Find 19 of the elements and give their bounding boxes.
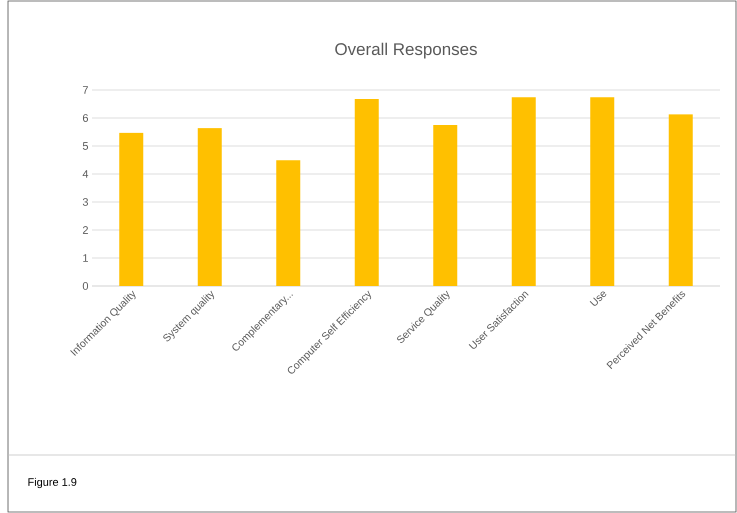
x-tick-label: Use	[590, 291, 606, 306]
bar	[119, 132, 144, 286]
y-tick-label: 1	[83, 254, 88, 262]
bar	[668, 114, 693, 286]
y-tick-label: 7	[82, 86, 88, 94]
bar	[198, 128, 222, 286]
bar	[354, 98, 379, 286]
y-tick-label: 4	[82, 170, 88, 178]
bar	[512, 97, 536, 286]
chart-title: Overall Responses	[335, 42, 477, 58]
bar	[276, 160, 300, 286]
caption: Figure 1.9	[28, 478, 76, 488]
bar	[433, 124, 458, 286]
y-tick-label: 2	[82, 226, 88, 234]
y-tick-label: 0	[82, 282, 88, 290]
y-tick-label: 3	[82, 198, 88, 206]
y-tick-label: 6	[82, 114, 88, 122]
y-tick-label: 5	[82, 142, 88, 150]
bar	[590, 97, 614, 286]
